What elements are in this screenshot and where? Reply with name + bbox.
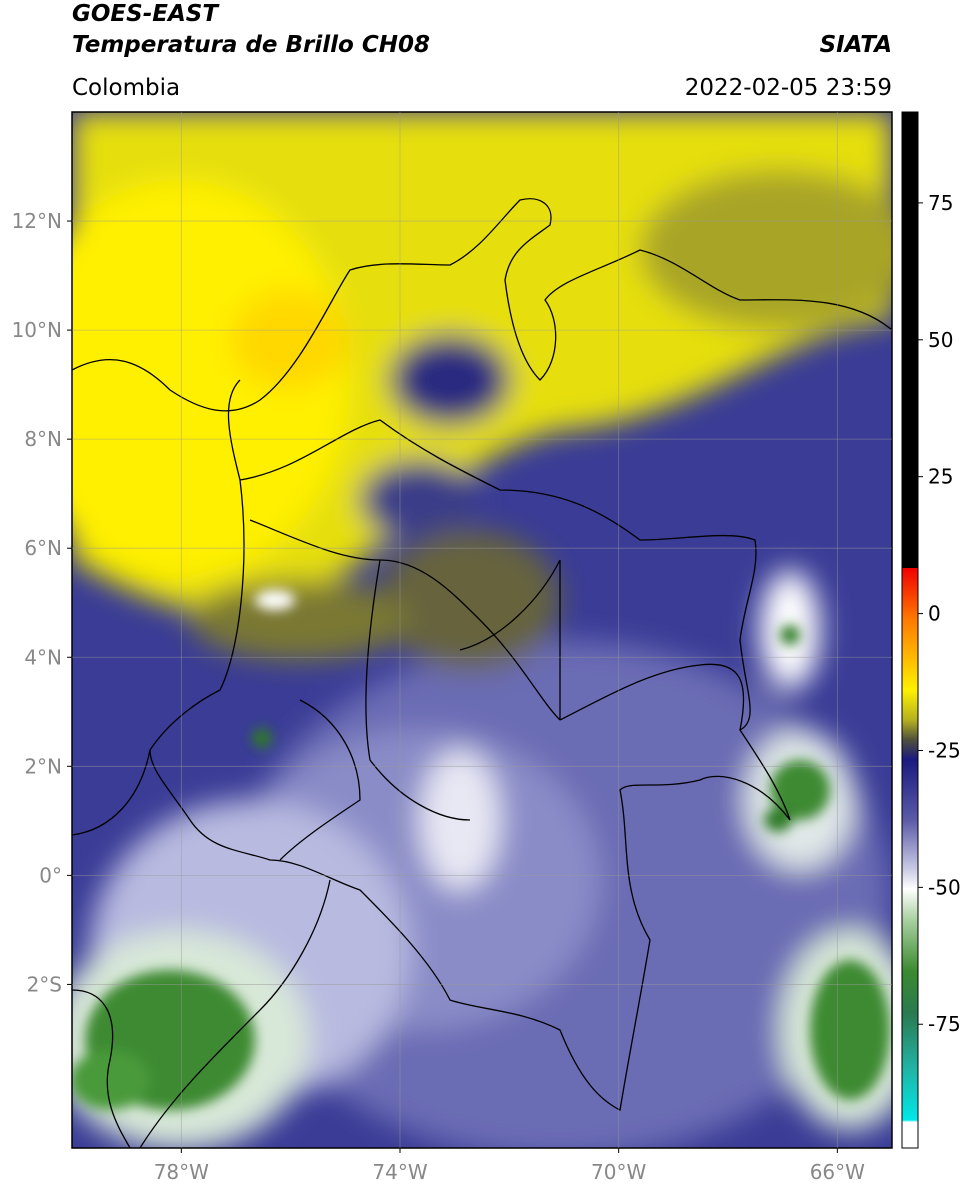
satellite-image (72, 112, 892, 1148)
y-tick-label: 4°N (24, 645, 62, 669)
colorbar-tick-label: 0 (928, 602, 941, 626)
region: Colombia (72, 75, 180, 101)
x-tick-label: 78°W (154, 1160, 209, 1184)
y-tick-label: 8°N (24, 427, 62, 451)
y-tick-label: 6°N (24, 536, 62, 560)
agency: SIATA (820, 32, 892, 58)
product: Temperatura de Brillo CH08 (72, 32, 430, 58)
datetime: 2022-02-05 23:59 (685, 75, 892, 101)
y-tick-label: 2°S (27, 972, 62, 996)
x-tick-label: 74°W (372, 1160, 427, 1184)
y-tick-label: 0° (39, 863, 62, 887)
x-tick-label: 66°W (810, 1160, 865, 1184)
colorbar-tick-label: -75 (928, 1012, 961, 1036)
y-tick-label: 2°N (24, 754, 62, 778)
y-tick-label: 10°N (12, 318, 62, 342)
map-frame (71, 111, 893, 1149)
colorbar-tick-label: 75 (928, 191, 953, 215)
x-tick-label: 70°W (591, 1160, 646, 1184)
source: GOES-EAST (72, 1, 220, 27)
y-tick-label: 12°N (12, 209, 62, 233)
colorbar-tick-label: -50 (928, 875, 961, 899)
colorbar-tick-label: 50 (928, 328, 953, 352)
colorbar-axis: 75 50 25 0 -25 -50 -75 (918, 191, 961, 1036)
colorbar-tick-label: 25 (928, 465, 953, 489)
map-axes: 78°W 74°W 70°W 66°W 12°N 10°N 8°N 6°N 4°N 2°N 0° 2°… (12, 112, 892, 1184)
colorbar-tick-label: -25 (928, 738, 961, 762)
colorbar (901, 111, 919, 1149)
